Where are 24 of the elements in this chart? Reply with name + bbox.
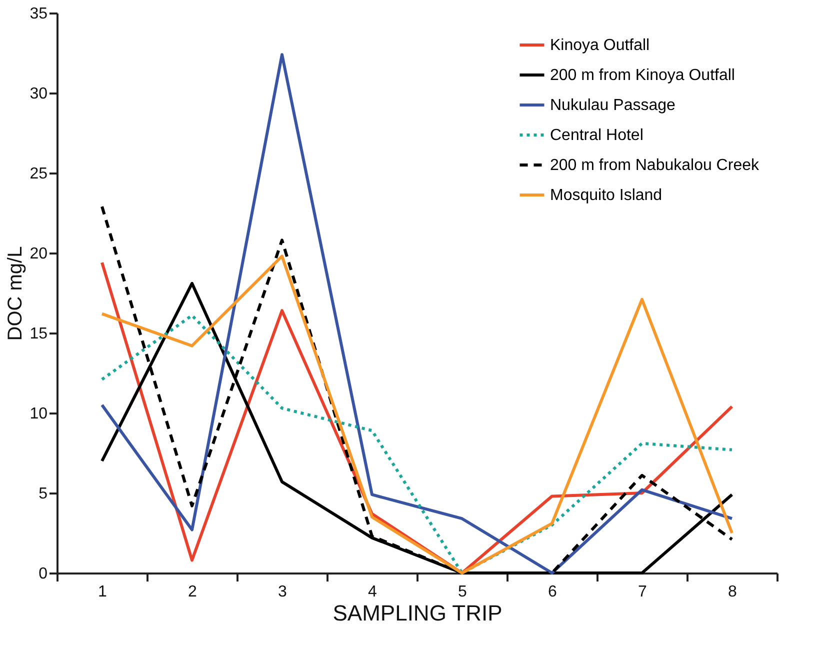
x-axis-title: SAMPLING TRIP (332, 600, 502, 626)
legend-label: 200 m from Nabukalou Creek (550, 157, 760, 174)
legend-label: Kinoya Outfall (550, 37, 650, 54)
y-tick-label: 0 (38, 566, 48, 582)
y-tick-label: 25 (30, 166, 48, 182)
y-tick-label: 35 (30, 6, 48, 22)
y-tick-label: 15 (30, 326, 48, 342)
x-tick-label: 4 (368, 584, 378, 600)
y-tick-label: 30 (30, 86, 48, 102)
legend-label: 200 m from Kinoya Outfall (550, 67, 735, 84)
y-tick-label: 5 (38, 486, 48, 502)
legend-label: Central Hotel (550, 127, 644, 144)
y-axis-title: DOC mg/L (4, 246, 27, 341)
legend-label: Mosquito Island (550, 187, 662, 204)
y-tick-label: 20 (30, 246, 48, 262)
x-tick-label: 2 (188, 584, 198, 600)
legend-label: Nukulau Passage (550, 97, 676, 114)
x-tick-label: 3 (278, 584, 288, 600)
y-tick-label: 10 (30, 406, 48, 422)
x-tick-label: 6 (548, 584, 558, 600)
x-tick-label: 5 (458, 584, 468, 600)
x-tick-label: 8 (728, 584, 738, 600)
x-tick-label: 1 (98, 584, 108, 600)
x-tick-label: 7 (638, 584, 648, 600)
